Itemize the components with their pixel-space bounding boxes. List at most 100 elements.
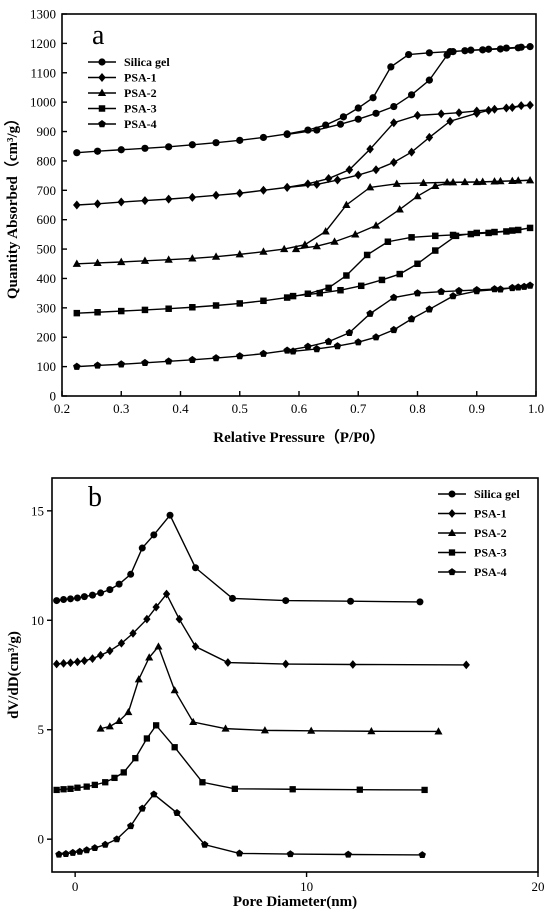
legend-marker-psa-2 <box>447 528 457 536</box>
data-point-silica-gel <box>449 48 457 56</box>
data-point-psa-4 <box>101 840 109 848</box>
y-tick-label: 100 <box>37 359 57 374</box>
series-psa-1 <box>73 100 534 210</box>
data-point-psa-2 <box>93 258 102 266</box>
data-point-psa-1 <box>490 104 499 114</box>
data-point-psa-1 <box>73 200 81 210</box>
y-tick-label: 1200 <box>30 36 56 51</box>
data-point-psa-2 <box>211 252 221 260</box>
data-point-psa-1 <box>283 182 291 192</box>
data-point-psa-3 <box>408 234 415 241</box>
panel-a-label: a <box>92 20 105 51</box>
data-point-psa-1 <box>407 147 416 157</box>
data-point-psa-3 <box>491 228 498 236</box>
data-point-psa-2 <box>312 241 321 250</box>
data-point-psa-2 <box>291 244 301 253</box>
y-tick-label: 1300 <box>30 7 56 22</box>
data-point-psa-2 <box>490 177 499 185</box>
x-tick-label: 0.2 <box>54 401 70 416</box>
data-point-psa-3 <box>473 229 480 237</box>
data-point-psa-1 <box>372 165 380 175</box>
data-point-psa-2 <box>115 716 124 724</box>
data-point-psa-3 <box>53 786 60 794</box>
data-point-psa-1 <box>259 185 268 195</box>
data-point-psa-3 <box>67 785 74 792</box>
data-point-psa-2 <box>442 178 452 186</box>
data-point-psa-1 <box>152 602 160 612</box>
panel-b-x-axis-label: Pore Diameter(nm) <box>233 894 357 910</box>
data-point-psa-4 <box>508 283 517 292</box>
data-point-silica-gel <box>387 63 395 71</box>
data-point-psa-1 <box>502 103 511 113</box>
legend-item-psa-2: PSA-2 <box>438 526 507 540</box>
data-point-psa-2 <box>472 177 481 186</box>
legend-label: Silica gel <box>124 55 170 69</box>
data-point-psa-2 <box>134 675 143 683</box>
data-point-silica-gel <box>259 133 268 142</box>
data-point-silica-gel <box>526 43 534 51</box>
data-point-psa-3 <box>189 304 196 311</box>
data-point-silica-gel <box>354 104 362 112</box>
data-point-psa-4 <box>69 848 77 856</box>
data-point-psa-1 <box>324 174 333 184</box>
data-point-psa-4 <box>472 287 481 295</box>
data-point-psa-3 <box>356 786 363 793</box>
data-point-psa-3 <box>236 300 243 307</box>
data-point-psa-4 <box>235 352 244 360</box>
y-tick-label: 0 <box>38 832 45 847</box>
data-point-silica-gel <box>425 76 433 84</box>
y-tick-label: 1000 <box>30 95 56 110</box>
data-point-psa-3 <box>467 230 475 238</box>
data-point-psa-3 <box>283 294 291 301</box>
data-point-psa-3 <box>73 309 81 317</box>
data-point-silica-gel <box>407 91 416 99</box>
data-point-silica-gel <box>80 593 88 601</box>
data-point-psa-4 <box>304 342 312 350</box>
data-point-psa-3 <box>111 774 118 782</box>
data-point-psa-1 <box>390 118 398 128</box>
data-point-psa-1 <box>413 110 422 120</box>
legend-label: PSA-1 <box>124 71 157 85</box>
x-tick-label: 0.9 <box>469 401 485 416</box>
legend-item-psa-1: PSA-1 <box>438 507 507 521</box>
data-point-psa-2 <box>508 176 517 184</box>
data-point-psa-4 <box>55 850 63 858</box>
data-point-psa-4 <box>289 347 297 355</box>
data-point-psa-1 <box>106 646 114 656</box>
legend-label: PSA-1 <box>474 507 507 521</box>
data-point-psa-3 <box>260 297 267 305</box>
data-point-psa-2 <box>395 205 404 213</box>
data-point-silica-gel <box>141 144 149 152</box>
data-point-psa-4 <box>344 850 352 858</box>
data-point-silica-gel <box>60 595 68 603</box>
data-point-psa-3 <box>363 251 371 259</box>
data-point-psa-4 <box>437 287 445 295</box>
legend-item-psa-1: PSA-1 <box>88 71 157 85</box>
x-tick-label: 0.3 <box>113 401 129 416</box>
data-point-silica-gel <box>127 570 135 578</box>
data-point-psa-1 <box>224 658 232 667</box>
panel-b-y-axis-label: dV/dD(cm³/g) <box>6 631 22 719</box>
data-point-psa-4 <box>425 305 434 313</box>
legend-label: PSA-2 <box>474 526 507 540</box>
data-point-psa-4 <box>390 293 398 301</box>
data-point-psa-3 <box>421 786 428 794</box>
data-point-psa-3 <box>143 735 151 742</box>
data-point-psa-3 <box>289 786 296 793</box>
data-point-psa-3 <box>94 309 101 316</box>
data-point-psa-2 <box>448 178 458 186</box>
legend-label: PSA-2 <box>124 86 157 100</box>
data-point-psa-4 <box>390 325 398 334</box>
data-point-psa-3 <box>152 722 160 729</box>
data-point-psa-4 <box>117 360 126 368</box>
legend-marker-psa-3 <box>448 549 456 556</box>
data-point-silica-gel <box>282 597 290 605</box>
data-point-silica-gel <box>369 94 377 102</box>
y-tick-label: 400 <box>37 271 57 286</box>
data-point-psa-1 <box>508 102 517 112</box>
data-point-psa-1 <box>425 132 434 142</box>
data-point-psa-1 <box>88 654 97 663</box>
data-point-psa-1 <box>59 659 68 668</box>
panel-b-legend: Silica gel PSA-1 PSA-2 PSA-3 PSA-4 <box>438 487 520 579</box>
data-point-psa-2 <box>330 237 339 245</box>
